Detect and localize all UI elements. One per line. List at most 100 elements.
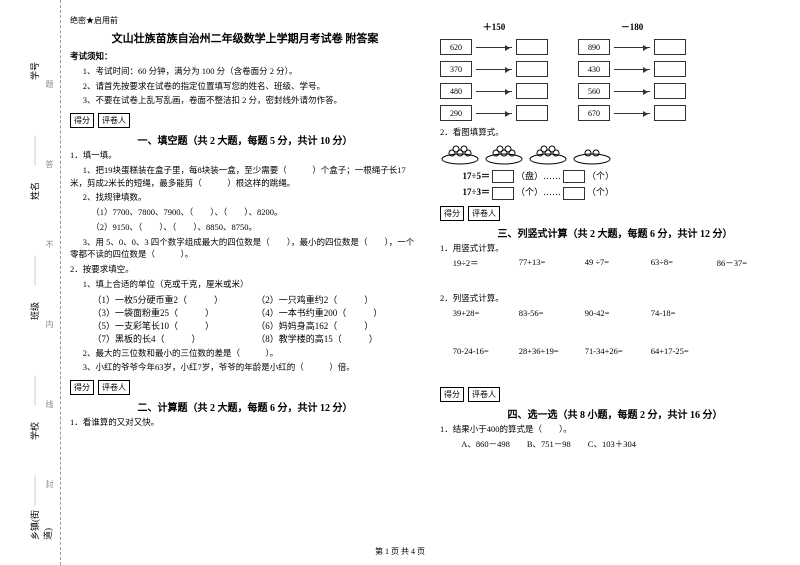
question-sub: 1、填上合适的单位（克或千克，厘米或米）: [70, 278, 420, 291]
plate-icon: [440, 143, 480, 165]
calc-item: 64+17-25=: [638, 346, 692, 356]
blank-box: [563, 187, 585, 200]
eq-text: 17÷3＝: [463, 187, 490, 197]
binding-line: [35, 476, 36, 506]
num-box: 620: [440, 39, 472, 55]
binding-label: 姓名: [28, 182, 41, 200]
eq-text: （个）……: [516, 187, 561, 197]
score-box: 得分: [440, 387, 464, 402]
section-title: 二、计算题（共 2 大题，每题 6 分，共计 12 分）: [70, 399, 420, 414]
unit-grid: （1）一枚5分硬币重2（ ）（2）一只鸡重约2（ ） （3）一袋面粉重25（ ）…: [70, 293, 420, 345]
calc-item: 77+13=: [506, 257, 560, 269]
page-footer: 第 1 页 共 4 页: [0, 546, 800, 557]
arrow-diagram: ＋150 620 370 480 290 －180 890 430 560 67…: [440, 20, 790, 121]
num-box: 670: [578, 105, 610, 121]
seal-mark: 答: [44, 160, 55, 168]
binding-label: 学号: [28, 62, 41, 80]
binding-line: [35, 376, 36, 406]
arrow-icon: [476, 69, 512, 70]
question-header: 1．结果小于400的算式是（ ）。: [440, 423, 790, 436]
arrow-icon: [614, 69, 650, 70]
plate-icon: [484, 143, 524, 165]
question-item: （2）9150、（ ）、（ ）、8850、8750。: [70, 221, 420, 234]
binding-label: 学校: [28, 422, 41, 440]
section-header: 得分 评卷人: [70, 380, 420, 395]
op-label: －180: [578, 20, 686, 33]
arrow-icon: [476, 47, 512, 48]
unit-item: （1）一枚5分硬币重2（ ）: [93, 293, 257, 306]
seal-mark: 内: [44, 320, 55, 328]
notice-item: 2、请首先按要求在试卷的指定位置填写您的姓名、班级、学号。: [70, 80, 420, 93]
question-header: 2．按要求填空。: [70, 263, 420, 276]
score-box: 得分: [70, 113, 94, 128]
calc-item: 39+28=: [440, 308, 494, 318]
calc-item: 83-56=: [506, 308, 560, 318]
arrow-icon: [614, 91, 650, 92]
empty-box: [654, 83, 686, 99]
secret-label: 绝密★启用前: [70, 15, 420, 26]
right-column: ＋150 620 370 480 290 －180 890 430 560 67…: [440, 15, 790, 453]
question-item: 1、把19块蛋糕装在盒子里，每8块装一盒，至少需要（ ）个盒子；一根绳子长17米…: [70, 164, 420, 190]
arrow-icon: [476, 113, 512, 114]
grader-box: 评卷人: [98, 380, 130, 395]
binding-line: [35, 256, 36, 286]
section-header: 得分 评卷人: [440, 206, 790, 221]
empty-box: [516, 39, 548, 55]
score-box: 得分: [440, 206, 464, 221]
question-header: 2．看图填算式。: [440, 126, 790, 139]
question-item: 3、用 5、0、0、3 四个数字组成最大的四位数是（ ），最小的四位数是（ ），…: [70, 236, 420, 262]
notice-item: 1、考试时间：60 分钟，满分为 100 分（含卷面分 2 分）。: [70, 65, 420, 78]
equation: 17÷5＝（盘）……（个）: [440, 169, 790, 183]
calc-item: 90-42=: [572, 308, 626, 318]
question-header: 1．看谁算的又对又快。: [70, 416, 420, 429]
empty-box: [654, 105, 686, 121]
choice-options: A、860－498 B、751－98 C、103＋304: [440, 438, 790, 451]
unit-item: （7）黑板的长4（ ）: [93, 332, 257, 345]
calc-row: 70-24-16= 28+36+19= 71-34+26= 64+17-25=: [440, 346, 790, 356]
notice-item: 3、不要在试卷上乱写乱画，卷面不整洁扣 2 分，密封线外请勿作答。: [70, 94, 420, 107]
equation: 17÷3＝ （个）…… （个）: [440, 185, 790, 199]
question-header: 2．列竖式计算。: [440, 292, 790, 305]
empty-box: [516, 83, 548, 99]
binding-line: [35, 136, 36, 166]
question-header: 1．用竖式计算。: [440, 242, 790, 255]
section-header: 得分 评卷人: [440, 387, 790, 402]
arrow-icon: [476, 91, 512, 92]
unit-item: （3）一袋面粉重25（ ）: [93, 306, 257, 319]
section-header: 得分 评卷人: [70, 113, 420, 128]
arrow-icon: [614, 113, 650, 114]
calc-row: 39+28= 83-56= 90-42= 74-18=: [440, 308, 790, 318]
blank-box: [492, 170, 514, 183]
binding-margin: 乡镇(街道) 学校 班级 姓名 学号 封 线 内 不 答 题: [0, 0, 61, 565]
binding-label: 乡镇(街道): [28, 508, 54, 540]
eq-text: （个）: [587, 187, 614, 197]
op-label: ＋150: [440, 20, 548, 33]
question-item: （1）7700、7800、7900、（ ）、（ ）、8200。: [70, 206, 420, 219]
unit-item: （8）教学楼的高15（ ）: [256, 332, 420, 345]
calc-item: 74-18=: [638, 308, 692, 318]
seal-mark: 线: [44, 400, 55, 408]
calc-item: 71-34+26=: [572, 346, 626, 356]
arrow-group-left: ＋150 620 370 480 290: [440, 20, 548, 121]
calc-item: 49 ÷7=: [572, 257, 626, 269]
num-box: 430: [578, 61, 610, 77]
eq-text: （盘）……: [516, 171, 561, 181]
arrow-icon: [614, 47, 650, 48]
grader-box: 评卷人: [468, 387, 500, 402]
empty-box: [516, 61, 548, 77]
notice-header: 考试须知：: [70, 50, 420, 63]
calc-item: 86－37=: [704, 257, 758, 269]
main-content: 绝密★启用前 文山壮族苗族自治州二年级数学上学期月考试卷 附答案 考试须知： 1…: [70, 15, 790, 453]
blank-box: [563, 170, 585, 183]
grader-box: 评卷人: [98, 113, 130, 128]
seal-mark: 题: [44, 80, 55, 88]
arrow-group-right: －180 890 430 560 670: [578, 20, 686, 121]
question-sub: 3、小红的爷爷今年63岁，小红7岁，爷爷的年龄是小红的（ ）倍。: [70, 361, 420, 374]
calc-item: 70-24-16=: [440, 346, 494, 356]
num-box: 290: [440, 105, 472, 121]
question-item: 2、找规律填数。: [70, 191, 420, 204]
binding-label: 班级: [28, 302, 41, 320]
empty-box: [654, 39, 686, 55]
calc-item: 63÷8=: [638, 257, 692, 269]
plate-icon: [572, 143, 612, 165]
